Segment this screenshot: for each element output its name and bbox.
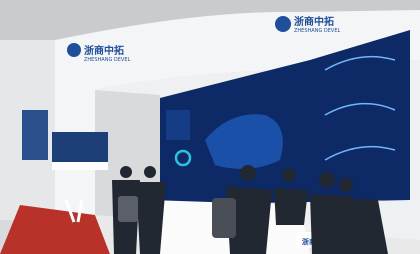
person — [319, 172, 335, 188]
poster-caption — [52, 162, 108, 170]
logo-subtext: ZHESHANG DEVEL — [294, 28, 340, 34]
person — [240, 165, 256, 181]
person — [339, 178, 353, 192]
person — [120, 166, 132, 178]
person — [282, 168, 296, 182]
logo-icon — [67, 43, 81, 57]
bag — [118, 196, 138, 222]
side-screen — [22, 110, 48, 160]
backpack — [212, 198, 236, 238]
person — [144, 166, 156, 178]
page: {"booth": {"logo_text": "浙商中拓", "logo_su… — [0, 0, 420, 254]
logo-text: 浙商中拓 — [84, 44, 124, 57]
dashboard-panel — [166, 110, 190, 140]
logo-text: 浙商中拓 — [294, 15, 334, 28]
logo-icon — [275, 16, 291, 32]
person — [274, 188, 308, 225]
logo-subtext: ZHESHANG DEVEL — [84, 57, 130, 63]
photo: 浙商中拓 ZHESHANG DEVEL 浙商中拓 ZHESHANG DEVEL … — [0, 0, 420, 254]
poster-screen — [52, 132, 108, 162]
